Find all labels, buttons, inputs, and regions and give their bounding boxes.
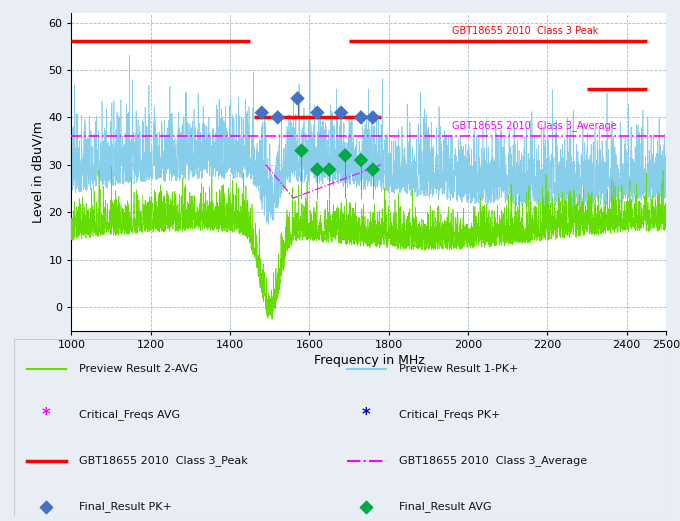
Point	[324, 165, 335, 173]
Text: Final_Result AVG: Final_Result AVG	[398, 502, 492, 512]
Text: *: *	[42, 406, 50, 424]
Point	[367, 165, 378, 173]
Point	[356, 113, 367, 121]
Text: Preview Result 1-PK+: Preview Result 1-PK+	[398, 364, 518, 374]
Text: *: *	[362, 406, 371, 424]
Text: Critical_Freqs PK+: Critical_Freqs PK+	[398, 410, 500, 420]
Text: Final_Result PK+: Final_Result PK+	[79, 502, 172, 512]
Point	[296, 146, 307, 155]
Text: GBT18655 2010  Class 3_Peak: GBT18655 2010 Class 3_Peak	[79, 455, 248, 466]
Point	[272, 113, 283, 121]
Point	[356, 156, 367, 164]
Point	[256, 108, 267, 117]
Text: Critical_Freqs AVG: Critical_Freqs AVG	[79, 410, 180, 420]
X-axis label: Frequency in MHz: Frequency in MHz	[313, 354, 424, 367]
Text: GBT18655 2010  Class 3_Average: GBT18655 2010 Class 3_Average	[452, 120, 617, 131]
Point	[631, 342, 642, 351]
Point	[312, 108, 323, 117]
Text: GBT18655 2010  Class 3_Average: GBT18655 2010 Class 3_Average	[398, 455, 587, 466]
Point	[367, 113, 378, 121]
Point	[312, 165, 323, 173]
Text: GBT18655 2010  Class 3 Peak: GBT18655 2010 Class 3 Peak	[452, 26, 598, 36]
Point	[292, 94, 303, 103]
Text: Preview Result 2-AVG: Preview Result 2-AVG	[79, 364, 198, 374]
Point	[336, 108, 347, 117]
Y-axis label: Level in dBuV/m: Level in dBuV/m	[31, 121, 44, 223]
Point	[340, 151, 351, 159]
